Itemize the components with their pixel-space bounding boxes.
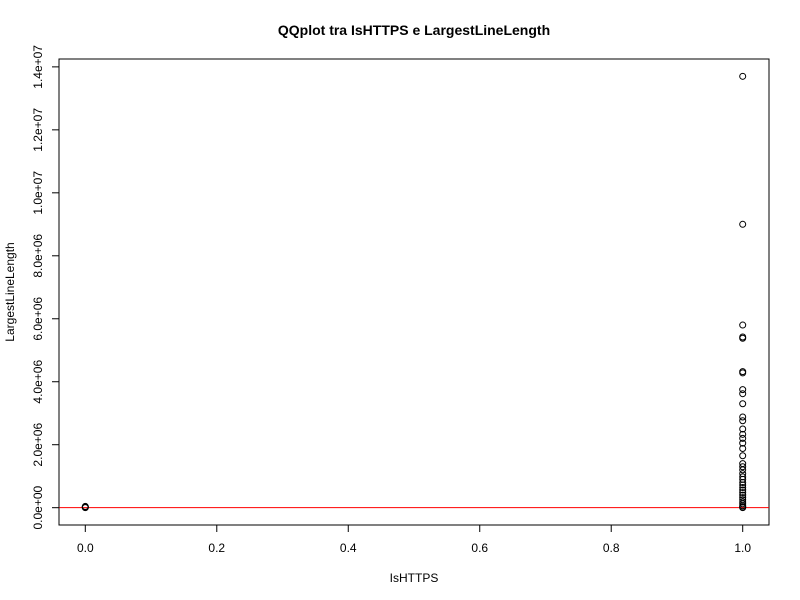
data-point (739, 504, 747, 512)
data-point (739, 463, 747, 471)
x-axis: 0.0 0.2 0.4 0.6 0.8 1.0 (77, 524, 751, 555)
data-point (739, 489, 747, 497)
x-tick-label: 0.2 (208, 541, 225, 555)
data-point (739, 500, 747, 508)
x-tick-label: 0.8 (603, 541, 620, 555)
y-tick-label: 4.0e+06 (31, 360, 45, 404)
data-point (739, 484, 747, 492)
data-point (739, 439, 747, 447)
data-point (739, 417, 747, 425)
data-point (739, 72, 747, 80)
data-point (81, 502, 89, 510)
y-tick-label: 8.0e+06 (31, 234, 45, 278)
y-axis-label: LargestLineLength (3, 242, 17, 341)
data-point (739, 434, 747, 442)
y-axis: 0.0e+00 2.0e+06 4.0e+06 6.0e+06 8.0e+06 1.0e+… (31, 45, 60, 530)
data-point (739, 321, 747, 329)
y-tick-label: 1.4e+07 (31, 45, 45, 89)
data-point (739, 466, 747, 474)
y-tick-label: 1.0e+07 (31, 171, 45, 215)
y-tick-label: 1.2e+07 (31, 108, 45, 152)
data-point (739, 334, 747, 342)
y-tick-label: 2.0e+06 (31, 423, 45, 467)
x-tick-label: 0.4 (340, 541, 357, 555)
data-point (739, 425, 747, 433)
data-point (739, 413, 747, 421)
data-point (739, 481, 747, 489)
data-point (739, 400, 747, 408)
data-point (739, 220, 747, 228)
data-point (739, 491, 747, 499)
data-point (739, 369, 747, 377)
data-point (739, 444, 747, 452)
data-point (739, 452, 747, 460)
data-point (739, 390, 747, 398)
x-tick-label: 0.0 (77, 541, 94, 555)
data-point (739, 430, 747, 438)
x-tick-label: 1.0 (734, 541, 751, 555)
data-point (739, 386, 747, 394)
chart-title: QQplot tra IsHTTPS e LargestLineLength (278, 22, 550, 38)
data-point (739, 486, 747, 494)
x-tick-label: 0.6 (471, 541, 488, 555)
data-point (739, 478, 747, 486)
y-tick-label: 6.0e+06 (31, 297, 45, 341)
x-axis-label: IsHTTPS (390, 571, 439, 585)
y-tick-label: 0.0e+00 (31, 486, 45, 530)
points-layer (81, 72, 747, 512)
plot-box (58, 58, 770, 526)
